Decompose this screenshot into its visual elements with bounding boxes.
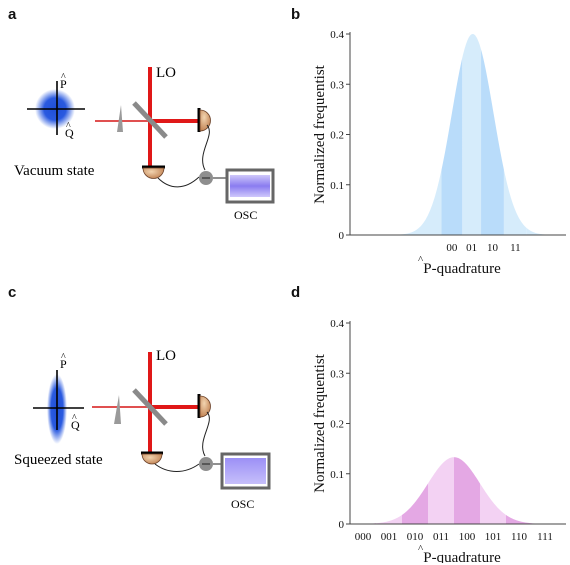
y-tick-label: 0 <box>339 519 345 531</box>
bin-label: 01 <box>466 242 477 254</box>
bin-label: 11 <box>510 242 521 254</box>
bin-label: 111 <box>537 531 553 543</box>
state-label: Squeezed state <box>14 452 103 468</box>
bin-label: 110 <box>511 531 528 543</box>
lo-label: LO <box>156 348 176 364</box>
wire-right <box>202 411 210 457</box>
bin-area <box>506 514 532 524</box>
beam-splitter <box>132 101 168 139</box>
wedge-icon <box>114 395 121 424</box>
vacuum-state-diagram: P ^ Q ^ Vacuum state LO OSC <box>14 65 275 222</box>
bottom-detector-icon <box>142 167 165 179</box>
wire-bottom <box>157 176 200 188</box>
oscilloscope-screen <box>230 175 270 197</box>
bin-area <box>441 57 463 236</box>
bin-label: 100 <box>459 531 476 543</box>
bottom-detector-icon <box>141 453 163 465</box>
bin-area <box>481 49 504 236</box>
x-axis-label: P-quadrature <box>423 550 501 563</box>
panel-letter-a: a <box>8 6 17 23</box>
bin-area <box>454 457 480 524</box>
bin-area <box>402 483 428 524</box>
y-tick-label: 0.1 <box>330 469 344 481</box>
state-label: Vacuum state <box>14 163 95 179</box>
y-tick-label: 0.3 <box>330 368 344 380</box>
q-axis-hat: ^ <box>72 413 77 424</box>
squeezed-state-diagram: P ^ Q ^ Squeezed state LO OSC <box>14 348 271 511</box>
wire-right <box>202 124 210 171</box>
y-axis-label: Normalized frequentist <box>312 353 328 493</box>
y-tick-label: 0.2 <box>330 419 344 431</box>
osc-label: OSC <box>234 208 257 222</box>
panel-letter-d: d <box>291 284 301 301</box>
y-tick-label: 0 <box>339 230 345 242</box>
p-axis-label: P <box>60 77 67 91</box>
bin-label: 001 <box>381 531 398 543</box>
y-tick-label: 0.4 <box>330 318 344 330</box>
bin-area <box>462 34 482 235</box>
chart-d: 0 0.1 0.2 0.3 0.4 000 001 010 011 100 101 110 111 P-q… <box>312 318 566 563</box>
bin-area <box>428 457 454 524</box>
bin-label: 10 <box>487 242 499 254</box>
right-detector-icon <box>199 395 211 418</box>
bin-area <box>480 483 506 524</box>
tail-area <box>526 228 558 235</box>
panel-letter-b: b <box>291 6 301 23</box>
bin-label: 000 <box>355 531 372 543</box>
x-axis-label: P-quadrature <box>423 261 501 277</box>
bin-label: 00 <box>446 242 458 254</box>
q-axis-hat: ^ <box>66 121 71 132</box>
p-axis-label: P <box>60 357 67 371</box>
x-axis-label-hat: ^ <box>418 254 424 266</box>
q-axis-label: Q <box>65 126 74 140</box>
y-tick-label: 0.4 <box>330 29 344 41</box>
bin-label: 101 <box>485 531 502 543</box>
q-axis-label: Q <box>71 418 80 432</box>
lo-label: LO <box>156 65 176 81</box>
wire-bottom <box>154 463 200 472</box>
bin-label: 011 <box>433 531 449 543</box>
p-axis-hat: ^ <box>61 352 66 363</box>
y-tick-label: 0.1 <box>330 180 344 192</box>
y-tick-label: 0.2 <box>330 130 344 142</box>
x-axis-label-hat: ^ <box>418 543 424 555</box>
wedge-icon <box>117 105 123 132</box>
y-axis-label: Normalized frequentist <box>312 64 328 204</box>
tail-area <box>350 169 442 235</box>
oscilloscope-screen <box>225 458 266 484</box>
chart-b: 0 0.1 0.2 0.3 0.4 00 01 10 11 P-quadrature^ Normal… <box>312 29 566 277</box>
bin-label: 010 <box>407 531 424 543</box>
panel-letter-c: c <box>8 284 17 301</box>
p-axis-hat: ^ <box>61 72 66 83</box>
bin-area <box>503 169 527 235</box>
osc-label: OSC <box>231 497 254 511</box>
bin-area <box>376 514 402 524</box>
beam-splitter <box>132 388 168 426</box>
y-tick-label: 0.3 <box>330 79 344 91</box>
